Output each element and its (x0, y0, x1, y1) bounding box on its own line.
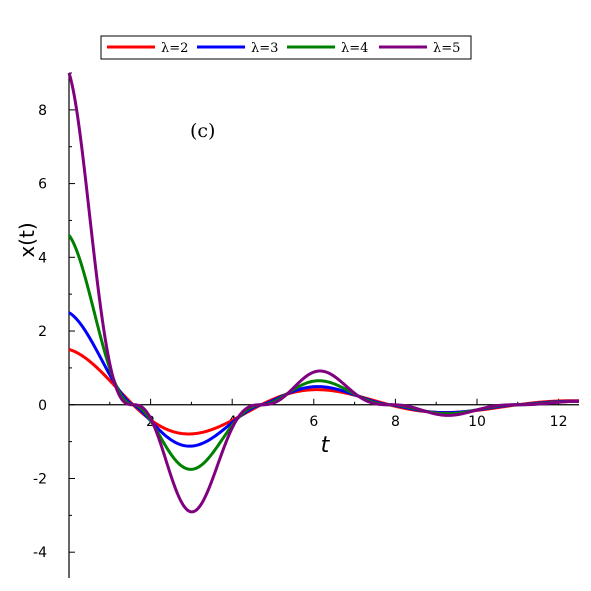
legend-label: λ=2 (161, 41, 188, 56)
y-tick-label: 8 (38, 103, 47, 119)
y-tick-label: -4 (33, 545, 47, 561)
legend-label: λ=3 (251, 41, 278, 56)
legend-label: λ=4 (341, 41, 368, 56)
series-curves (67, 72, 580, 514)
y-tick-label: 6 (38, 177, 47, 193)
x-tick-label: 12 (550, 414, 568, 430)
y-tick-label: 0 (38, 398, 47, 414)
x-axis-title: t (321, 433, 331, 458)
x-tick-label: 6 (309, 414, 318, 430)
series-line-4 (67, 72, 580, 514)
legend: λ=2 λ=3 λ=4 λ=5 (100, 35, 472, 60)
y-tick-label: 4 (38, 250, 47, 266)
x-tick-label: 8 (391, 414, 400, 430)
y-axis-title: x(t) (15, 222, 39, 257)
legend-box (100, 35, 472, 60)
x-tick-label: 10 (468, 414, 486, 430)
legend-label: λ=5 (433, 41, 460, 56)
y-tick-label: 2 (38, 324, 47, 340)
panel-annotation: (c) (190, 120, 215, 142)
y-tick-label: -2 (33, 471, 47, 487)
